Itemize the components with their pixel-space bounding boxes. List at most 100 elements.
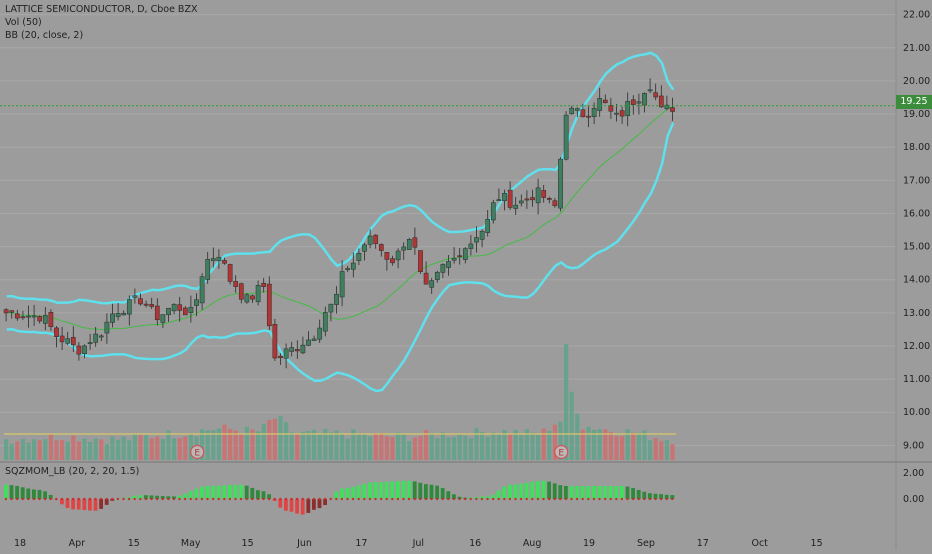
candle-body bbox=[423, 272, 429, 285]
squeeze-dot bbox=[122, 497, 125, 501]
time-tick-label: Apr bbox=[69, 538, 86, 549]
candle-body bbox=[110, 313, 115, 323]
candle-body bbox=[474, 237, 479, 243]
candle-body bbox=[188, 306, 194, 313]
candle-body bbox=[642, 93, 647, 106]
momentum-bar bbox=[569, 486, 574, 499]
volume-bar bbox=[82, 438, 87, 460]
volume-bar bbox=[15, 441, 20, 460]
volume-bar bbox=[93, 438, 98, 460]
candle-body bbox=[362, 244, 367, 252]
volume-bar bbox=[121, 436, 126, 460]
squeeze-dot bbox=[267, 497, 271, 501]
squeeze-dot bbox=[671, 497, 674, 501]
momentum-bar bbox=[636, 489, 641, 499]
squeeze-dot bbox=[111, 497, 114, 501]
volume-bar bbox=[547, 430, 552, 460]
volume-bar bbox=[373, 433, 378, 460]
squeeze-dot bbox=[603, 497, 607, 501]
time-tick-label: 18 bbox=[14, 538, 26, 549]
volume-bar bbox=[205, 430, 210, 460]
candle-body bbox=[328, 303, 334, 313]
candle-body bbox=[65, 338, 71, 344]
candle-body bbox=[378, 244, 384, 251]
time-tick-label: 15 bbox=[128, 538, 140, 549]
price-tick-label: 18.00 bbox=[903, 142, 930, 153]
squeeze-dot bbox=[77, 497, 80, 501]
squeeze-dot bbox=[357, 497, 360, 501]
squeeze-dot bbox=[228, 497, 232, 501]
squeeze-dot bbox=[469, 497, 472, 501]
squeeze-dot bbox=[475, 497, 478, 501]
candle-body bbox=[199, 276, 205, 304]
momentum-bar bbox=[278, 499, 283, 508]
candle-body bbox=[451, 257, 457, 261]
momentum-bar bbox=[317, 499, 322, 509]
momentum-bar bbox=[435, 485, 439, 499]
momentum-bar bbox=[37, 489, 42, 499]
volume-bar bbox=[597, 429, 602, 460]
candle-body bbox=[653, 92, 659, 98]
candle-body bbox=[468, 243, 474, 249]
volume-bar bbox=[468, 438, 473, 460]
candle-body bbox=[20, 316, 26, 319]
candle-body bbox=[586, 115, 591, 118]
squeeze-dot bbox=[71, 497, 75, 501]
volume-bar bbox=[575, 413, 580, 460]
candle-body bbox=[502, 193, 507, 202]
momentum-bar bbox=[513, 484, 518, 499]
bollinger-legend: BB (20, close, 2) bbox=[5, 30, 84, 41]
squeeze-dot bbox=[38, 497, 41, 501]
momentum-bar bbox=[60, 499, 64, 505]
volume-bar bbox=[435, 438, 440, 460]
momentum-bar bbox=[194, 488, 199, 499]
squeeze-dot bbox=[312, 497, 316, 501]
volume-bar bbox=[631, 432, 636, 460]
candle-body bbox=[597, 98, 603, 111]
price-tick-label: 11.00 bbox=[903, 374, 930, 385]
time-tick-label: 15 bbox=[242, 538, 254, 549]
candle-body bbox=[647, 89, 653, 92]
candle-body bbox=[636, 101, 642, 104]
volume-bar bbox=[401, 434, 406, 460]
candle-body bbox=[255, 285, 261, 303]
candle-body bbox=[401, 246, 407, 251]
candle-body bbox=[82, 345, 87, 354]
candle-body bbox=[70, 337, 76, 346]
squeeze-dot bbox=[497, 497, 500, 501]
momentum-bar bbox=[216, 485, 221, 499]
volume-bar bbox=[592, 429, 597, 460]
volume-bar bbox=[278, 415, 283, 460]
volume-bar bbox=[642, 430, 647, 460]
squeeze-dot bbox=[150, 497, 153, 501]
candle-body bbox=[238, 283, 244, 300]
candle-body bbox=[115, 313, 121, 317]
volume-bar bbox=[76, 441, 81, 460]
squeeze-dot bbox=[514, 497, 517, 501]
momentum-bar bbox=[138, 495, 143, 499]
squeeze-dot bbox=[329, 497, 332, 501]
momentum-bar bbox=[536, 481, 540, 499]
squeeze-dot bbox=[570, 497, 573, 501]
price-tick-label: 17.00 bbox=[903, 175, 930, 186]
volume-bar bbox=[452, 437, 457, 460]
volume-bar bbox=[20, 438, 25, 460]
squeeze-dot bbox=[379, 497, 383, 501]
squeeze-dot bbox=[402, 497, 405, 501]
momentum-bar bbox=[547, 481, 551, 499]
momentum-bar bbox=[32, 489, 36, 499]
momentum-bar bbox=[267, 494, 271, 499]
volume-bar bbox=[396, 432, 401, 460]
momentum-bar bbox=[653, 493, 658, 499]
time-tick-label: 17 bbox=[355, 538, 367, 549]
volume-bar bbox=[222, 424, 227, 460]
time-tick-label: 16 bbox=[469, 538, 481, 549]
candle-body bbox=[546, 198, 552, 200]
volume-bar bbox=[659, 441, 664, 460]
squeeze-dot bbox=[419, 497, 422, 501]
momentum-bar bbox=[200, 486, 204, 499]
volume-bar bbox=[508, 434, 513, 460]
squeeze-dot bbox=[519, 497, 523, 501]
